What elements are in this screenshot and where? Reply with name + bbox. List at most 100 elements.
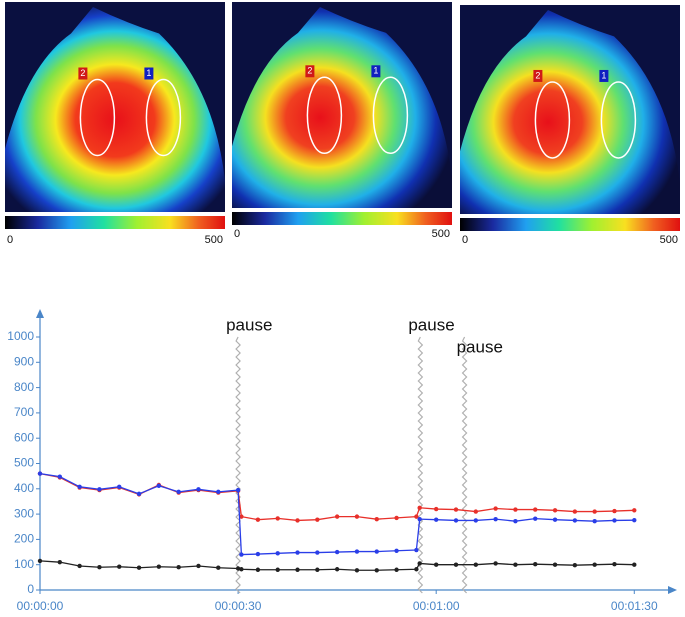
x-axis-arrow xyxy=(668,586,677,594)
roi-outline xyxy=(372,76,409,155)
y-tick-label: 800 xyxy=(14,380,34,394)
data-point xyxy=(513,518,518,524)
pause-label: pause xyxy=(226,315,272,334)
roi-outline xyxy=(79,78,116,157)
data-point xyxy=(176,565,181,570)
roi-tag xyxy=(371,65,381,78)
roi-tag xyxy=(599,69,609,82)
data-point xyxy=(493,516,498,522)
pause-line xyxy=(235,336,241,594)
data-point xyxy=(473,562,479,567)
data-point xyxy=(97,487,102,492)
data-point xyxy=(136,565,142,570)
data-point xyxy=(394,515,399,521)
y-tick-label: 500 xyxy=(14,456,34,470)
y-tick-label: 300 xyxy=(14,506,34,520)
data-point xyxy=(417,561,422,566)
pause-line xyxy=(461,336,468,594)
y-tick-label: 700 xyxy=(14,405,34,419)
series-line xyxy=(39,472,635,556)
data-point xyxy=(473,509,479,514)
roi-outline xyxy=(600,81,637,159)
data-point xyxy=(632,517,637,523)
data-point xyxy=(315,567,320,572)
data-point xyxy=(533,516,538,521)
data-point xyxy=(433,517,439,522)
data-point xyxy=(552,562,558,567)
heatmaps: 2 1 0 500 2 1 0 500 2 1 0 500 xyxy=(5,2,680,246)
data-point xyxy=(239,552,244,557)
data-point xyxy=(255,567,261,572)
colorbar-min: 0 xyxy=(7,234,13,246)
data-point xyxy=(196,563,201,569)
data-point xyxy=(354,568,360,573)
data-point xyxy=(374,516,379,522)
roi-outline xyxy=(534,81,571,159)
data-point xyxy=(414,567,419,572)
colorbar-min: 0 xyxy=(462,234,468,246)
data-point xyxy=(414,547,419,553)
colorbar-max: 500 xyxy=(205,234,223,246)
colorbar xyxy=(5,216,225,229)
y-tick-label: 400 xyxy=(14,481,34,495)
data-point xyxy=(394,548,399,553)
roi-tag xyxy=(533,69,543,82)
data-point xyxy=(417,505,422,510)
roi-label: 1 xyxy=(146,68,151,78)
pause-line xyxy=(417,336,424,594)
data-point xyxy=(239,567,244,572)
data-point xyxy=(374,549,379,554)
colorbar-max: 500 xyxy=(432,228,450,240)
colorbar-min: 0 xyxy=(234,228,240,240)
data-point xyxy=(37,471,43,476)
data-point xyxy=(612,518,617,523)
data-point xyxy=(117,564,122,569)
heatmap xyxy=(5,7,225,212)
y-tick-label: 0 xyxy=(27,582,34,596)
data-point xyxy=(156,564,162,569)
heatmap xyxy=(232,7,452,208)
y-tick-label: 600 xyxy=(14,430,34,444)
data-point xyxy=(57,474,63,479)
data-point xyxy=(295,550,300,555)
pause-label: pause xyxy=(457,337,503,356)
colorbar xyxy=(232,212,452,225)
roi-tag xyxy=(305,65,315,78)
data-point xyxy=(572,563,578,568)
data-point xyxy=(354,549,360,554)
data-point xyxy=(572,518,578,523)
y-tick-label: 100 xyxy=(14,557,34,571)
x-tick-label: 00:00:00 xyxy=(17,599,64,613)
data-point xyxy=(295,567,300,572)
data-point xyxy=(136,491,142,497)
data-point xyxy=(453,507,459,512)
data-point xyxy=(453,562,459,567)
roi-label: 2 xyxy=(80,68,85,78)
data-point xyxy=(473,518,479,523)
data-point xyxy=(57,559,63,565)
data-point xyxy=(417,516,422,522)
y-axis-arrow xyxy=(36,309,44,318)
data-point xyxy=(592,562,597,567)
data-point xyxy=(334,549,340,555)
chart: 0 100 200 300 400 500 600 700 800 900 1000 00:00:00… xyxy=(7,309,677,613)
data-point xyxy=(552,517,558,522)
data-point xyxy=(334,567,340,572)
data-point xyxy=(176,489,181,495)
data-point xyxy=(592,518,597,524)
data-point xyxy=(592,509,597,514)
data-point xyxy=(612,508,617,514)
data-point xyxy=(612,561,617,567)
data-point xyxy=(533,561,538,567)
x-tick-label: 00:00:30 xyxy=(215,599,262,613)
roi-tag xyxy=(78,67,88,80)
data-point xyxy=(315,550,320,555)
data-point xyxy=(513,507,518,512)
x-tick-label: 00:01:00 xyxy=(413,599,460,613)
data-point xyxy=(156,483,162,488)
data-point xyxy=(572,509,578,514)
data-point xyxy=(513,562,518,567)
data-point xyxy=(77,563,82,569)
data-point xyxy=(334,514,340,519)
